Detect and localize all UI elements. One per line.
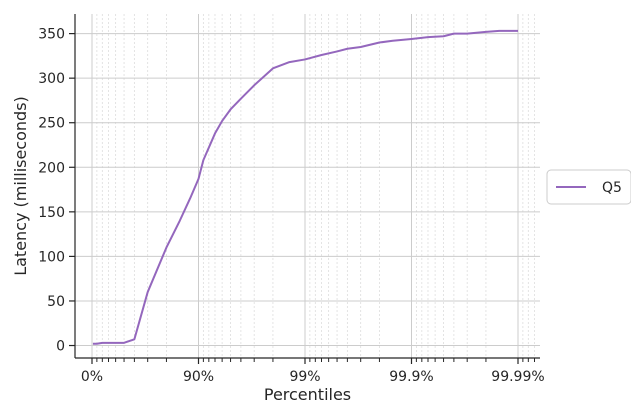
tick-labels: 0% 90% 99% 99.9% 99.99% 0 50 100 150 200 250 300 350 — [38, 27, 544, 385]
y-tick-label: 150 — [38, 205, 65, 221]
x-tick-label: 99% — [289, 369, 320, 385]
legend: Q5 — [546, 169, 631, 205]
y-tick-label: 200 — [38, 160, 65, 176]
x-axis-title: Percentiles — [264, 385, 351, 404]
series-lines — [92, 29, 518, 345]
y-tick-label: 350 — [38, 27, 65, 43]
x-tick-label: 99.99% — [491, 369, 544, 385]
y-tick-label: 100 — [38, 249, 65, 265]
legend-frame — [546, 169, 631, 205]
y-tick-label: 250 — [38, 116, 65, 132]
grid-lines — [75, 14, 540, 358]
legend-label: Q5 — [602, 180, 622, 196]
y-axis-title: Latency (milliseconds) — [11, 96, 30, 276]
x-tick-label: 99.9% — [389, 369, 433, 385]
y-tick-label: 300 — [38, 71, 65, 87]
axes — [69, 14, 540, 364]
series-line-q5 — [92, 29, 518, 345]
y-tick-label: 0 — [56, 339, 65, 355]
x-tick-label: 0% — [81, 369, 103, 385]
y-tick-label: 50 — [47, 294, 65, 310]
x-tick-label: 90% — [183, 369, 214, 385]
